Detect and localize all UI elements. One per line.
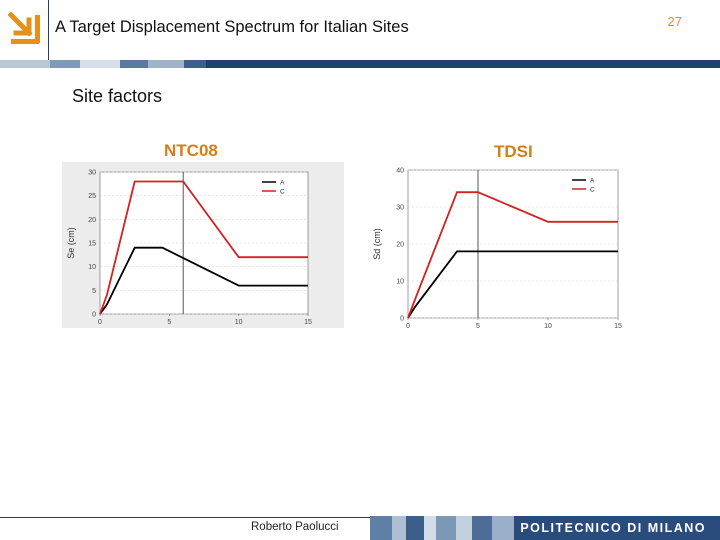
footer-author: Roberto Paolucci <box>251 521 339 533</box>
y-tick-label: 20 <box>396 242 404 249</box>
y-tick-label: 20 <box>88 217 96 224</box>
x-tick-label: 5 <box>476 323 480 330</box>
y-tick-label: 0 <box>400 316 404 323</box>
y-tick-label: 0 <box>92 312 96 319</box>
x-tick-label: 15 <box>304 319 312 326</box>
footer-divider <box>0 517 370 518</box>
y-axis-label: Se (cm) <box>66 227 76 259</box>
y-tick-label: 30 <box>396 205 404 212</box>
legend-label-C: C <box>280 189 285 196</box>
page-number: 27 <box>667 14 682 29</box>
institution-name: POLITECNICO DI MILANO <box>514 516 720 540</box>
y-tick-label: 30 <box>88 170 96 177</box>
legend-label-C: C <box>590 187 595 194</box>
header-color-band <box>0 60 720 68</box>
slide-title: A Target Displacement Spectrum for Itali… <box>55 18 409 36</box>
footer-brand-bar: POLITECNICO DI MILANO <box>370 516 720 540</box>
chart-ntc08: 0 5 10 15 20 25 30 0 5 10 15 AC Se (cm) <box>62 162 344 328</box>
y-tick-label: 10 <box>88 264 96 271</box>
legend-label-A: A <box>280 180 285 187</box>
series-line-A <box>407 250 618 319</box>
chart-title-ntc08: NTC08 <box>164 141 218 160</box>
x-tick-label: 0 <box>98 319 102 326</box>
x-tick-label: 10 <box>235 319 243 326</box>
x-tick-label: 5 <box>167 319 171 326</box>
series-line-C <box>407 191 618 319</box>
chart-title-tdsi: TDSI <box>494 142 533 161</box>
section-title: Site factors <box>72 86 163 106</box>
x-tick-label: 0 <box>406 323 410 330</box>
y-tick-label: 25 <box>88 193 96 200</box>
polimi-logo-icon <box>8 12 40 44</box>
header-divider <box>48 0 49 64</box>
x-tick-label: 10 <box>544 323 552 330</box>
y-tick-label: 40 <box>396 168 404 175</box>
y-tick-label: 5 <box>92 288 96 295</box>
y-tick-label: 10 <box>396 279 404 286</box>
y-axis-label: Sd (cm) <box>372 228 382 260</box>
x-tick-label: 15 <box>614 323 622 330</box>
y-tick-label: 15 <box>88 241 96 248</box>
series-line-C <box>99 180 308 315</box>
series-line-A <box>99 246 308 315</box>
chart-tdsi: 0 10 20 30 40 0 5 10 15 AC Sd (cm) <box>368 160 632 332</box>
legend-label-A: A <box>590 178 595 185</box>
